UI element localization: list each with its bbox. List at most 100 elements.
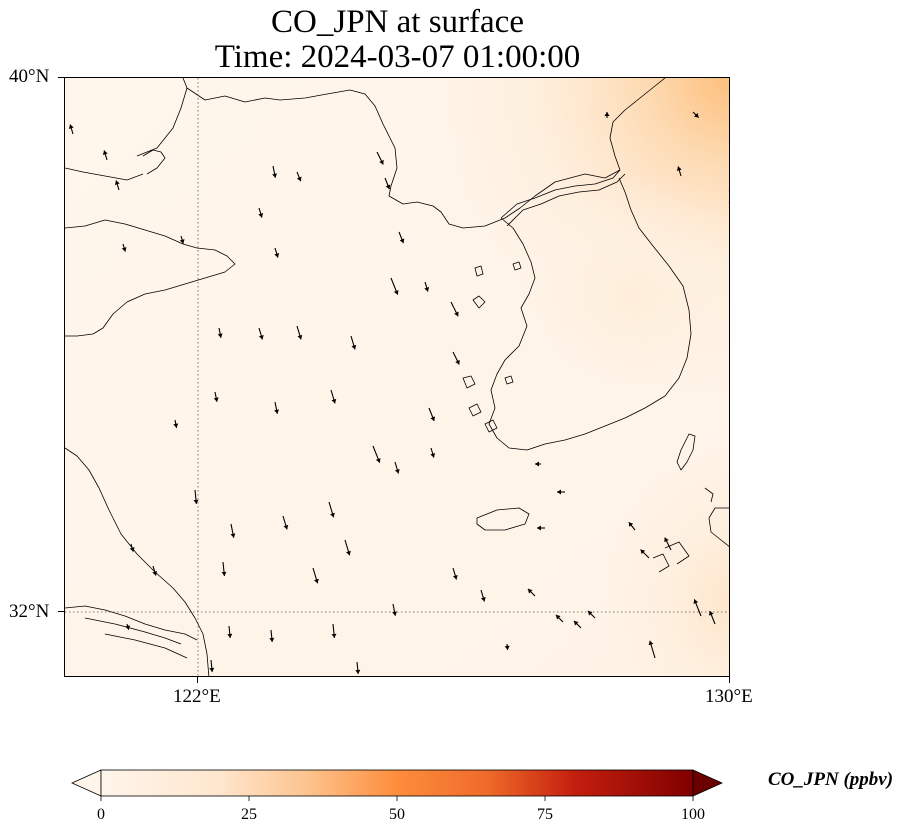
y-tick-label-40N: 40°N bbox=[9, 66, 50, 87]
wind-arrow-head bbox=[430, 453, 436, 458]
colorbar-tick-0: 0 bbox=[97, 806, 105, 823]
wind-arrow-head bbox=[331, 633, 337, 638]
wind-arrow-head bbox=[221, 571, 227, 576]
wind-arrow-head bbox=[527, 588, 533, 594]
wind-arrow-head bbox=[537, 525, 541, 531]
wind-arrow-head bbox=[392, 611, 398, 616]
coastline-yangtze-estuary bbox=[65, 605, 198, 659]
korea-border-inner bbox=[506, 173, 626, 227]
wind-arrow-head bbox=[573, 620, 579, 626]
wind-arrow-head bbox=[628, 522, 634, 527]
gridlines bbox=[65, 78, 729, 676]
y-tick-label-32N: 32°N bbox=[9, 601, 50, 622]
wind-arrow-head bbox=[68, 124, 74, 129]
colorbar bbox=[71, 769, 723, 801]
coastline-north-china bbox=[136, 78, 666, 229]
wind-arrow-head bbox=[399, 238, 405, 244]
coastline-shandong-north bbox=[65, 219, 236, 337]
wind-arrow-head bbox=[209, 667, 215, 672]
wind-arrow-head bbox=[504, 645, 510, 650]
coastline-korea bbox=[488, 177, 692, 451]
wind-arrow-head bbox=[296, 176, 302, 182]
wind-arrow-head bbox=[179, 239, 185, 244]
wind-arrow-head bbox=[331, 398, 337, 404]
colorbar-extend-low bbox=[71, 769, 102, 797]
x-tick-label-122E: 122°E bbox=[173, 686, 221, 707]
wind-arrow-head bbox=[114, 180, 120, 185]
wind-arrow-head bbox=[351, 344, 357, 350]
map-panel bbox=[64, 77, 730, 677]
wind-arrow-head bbox=[708, 611, 714, 616]
wind-arrow-head bbox=[379, 159, 384, 165]
wind-arrow-head bbox=[557, 489, 561, 495]
wind-arrow-head bbox=[258, 213, 264, 218]
colorbar-bar bbox=[100, 769, 694, 797]
wind-arrow-head bbox=[152, 571, 158, 576]
wind-arrow-head bbox=[393, 290, 399, 295]
wind-arrow-head bbox=[587, 610, 593, 616]
coastline-kyushu bbox=[652, 487, 729, 573]
wind-arrow-head bbox=[455, 359, 460, 365]
wind-arrow-head bbox=[424, 287, 430, 292]
wind-arrow-head bbox=[694, 113, 699, 118]
wind-vectors bbox=[68, 78, 729, 674]
colorbar-ticks bbox=[100, 796, 694, 801]
map-canvas bbox=[65, 78, 729, 676]
wind-arrow-head bbox=[693, 599, 699, 604]
coastline-korea-islands bbox=[462, 261, 522, 433]
y-tick-mark-40N bbox=[58, 77, 64, 78]
wind-arrow-head bbox=[125, 625, 130, 630]
colorbar-tick-25: 25 bbox=[241, 806, 257, 823]
wind-arrow-head bbox=[269, 637, 275, 642]
wind-arrow-head bbox=[121, 247, 127, 252]
wind-arrow-shaft bbox=[728, 190, 729, 191]
wind-arrow-head bbox=[274, 409, 280, 414]
wind-arrow-head bbox=[535, 461, 539, 467]
wind-arrow-head bbox=[102, 150, 108, 155]
wind-arrow-head bbox=[193, 499, 199, 504]
concentration-tint-korea bbox=[495, 178, 729, 418]
concentration-plume-southeast bbox=[485, 378, 729, 676]
wind-arrow-head bbox=[454, 311, 459, 317]
wind-arrow-head bbox=[604, 112, 610, 116]
coastline-shandong-peninsula bbox=[65, 149, 166, 181]
wind-arrow-head bbox=[272, 173, 278, 178]
colorbar-extend-high bbox=[692, 769, 723, 797]
wind-arrow-head bbox=[129, 547, 135, 552]
wind-arrow-head bbox=[452, 574, 458, 580]
x-tick-mark-130E bbox=[729, 677, 730, 683]
wind-arrow-head bbox=[274, 253, 280, 258]
coastline-tsushima bbox=[676, 433, 696, 471]
map-subtitle-time: Time: 2024-03-07 01:00:00 bbox=[214, 39, 581, 75]
colorbar-label: CO_JPN (ppbv) bbox=[768, 769, 894, 790]
wind-arrow-head bbox=[664, 537, 669, 543]
wind-arrow-head bbox=[355, 669, 361, 674]
wind-arrow-head bbox=[330, 512, 335, 518]
wind-arrow-head bbox=[394, 468, 400, 474]
wind-arrow-head bbox=[173, 423, 179, 428]
wind-arrow-head bbox=[230, 533, 236, 538]
korea-border bbox=[500, 169, 621, 219]
colorbar-tick-100: 100 bbox=[681, 806, 705, 823]
wind-arrow-head bbox=[346, 550, 351, 556]
coastline-east-china bbox=[65, 447, 210, 676]
wind-arrow-head bbox=[258, 334, 264, 340]
colorbar-tick-50: 50 bbox=[389, 806, 405, 823]
wind-arrow-head bbox=[217, 333, 223, 338]
wind-arrow-head bbox=[314, 578, 319, 584]
x-tick-label-130E: 130°E bbox=[705, 686, 753, 707]
wind-arrow-head bbox=[385, 184, 391, 190]
wind-arrow-head bbox=[283, 524, 289, 530]
wind-arrow-head bbox=[676, 166, 682, 171]
coastline-jeju bbox=[476, 507, 530, 531]
map-title: CO_JPN at surface bbox=[271, 4, 524, 40]
wind-arrow-head bbox=[648, 640, 654, 646]
wind-arrow-head bbox=[213, 397, 219, 402]
wind-arrow-head bbox=[480, 596, 486, 602]
wind-arrow-head bbox=[555, 614, 561, 620]
colorbar-tick-75: 75 bbox=[537, 806, 553, 823]
wind-arrow-shaft bbox=[728, 202, 729, 203]
wind-arrow-head bbox=[227, 633, 233, 638]
y-tick-mark-32N bbox=[58, 611, 64, 612]
coastlines bbox=[65, 78, 729, 676]
